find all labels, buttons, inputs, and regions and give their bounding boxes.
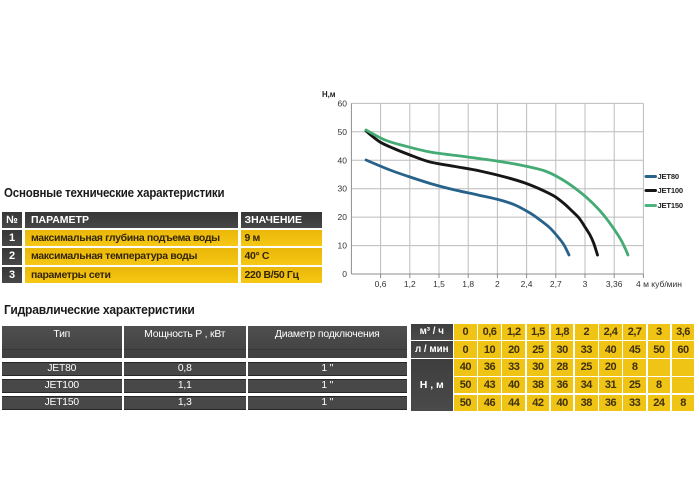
- svg-text:3,36: 3,36: [606, 279, 623, 289]
- svg-text:1,2: 1,2: [404, 279, 416, 289]
- svg-text:20: 20: [338, 212, 348, 222]
- svg-text:3: 3: [583, 279, 588, 289]
- svg-text:1,8: 1,8: [462, 279, 474, 289]
- svg-text:JET150: JET150: [658, 201, 683, 210]
- svg-text:4 м куб/мин: 4 м куб/мин: [636, 279, 682, 289]
- svg-text:50: 50: [338, 127, 348, 137]
- svg-text:10: 10: [338, 241, 348, 251]
- svg-text:60: 60: [338, 98, 348, 108]
- svg-text:JET80: JET80: [658, 172, 679, 181]
- svg-text:2,4: 2,4: [521, 279, 533, 289]
- svg-text:2: 2: [495, 279, 500, 289]
- svg-text:Н,м: Н,м: [322, 90, 336, 99]
- svg-text:JET100: JET100: [658, 186, 683, 195]
- svg-text:0: 0: [342, 269, 347, 279]
- svg-text:2,7: 2,7: [550, 279, 562, 289]
- svg-text:0,6: 0,6: [375, 279, 387, 289]
- svg-text:40: 40: [338, 155, 348, 165]
- svg-text:30: 30: [338, 184, 348, 194]
- svg-text:1,5: 1,5: [433, 279, 445, 289]
